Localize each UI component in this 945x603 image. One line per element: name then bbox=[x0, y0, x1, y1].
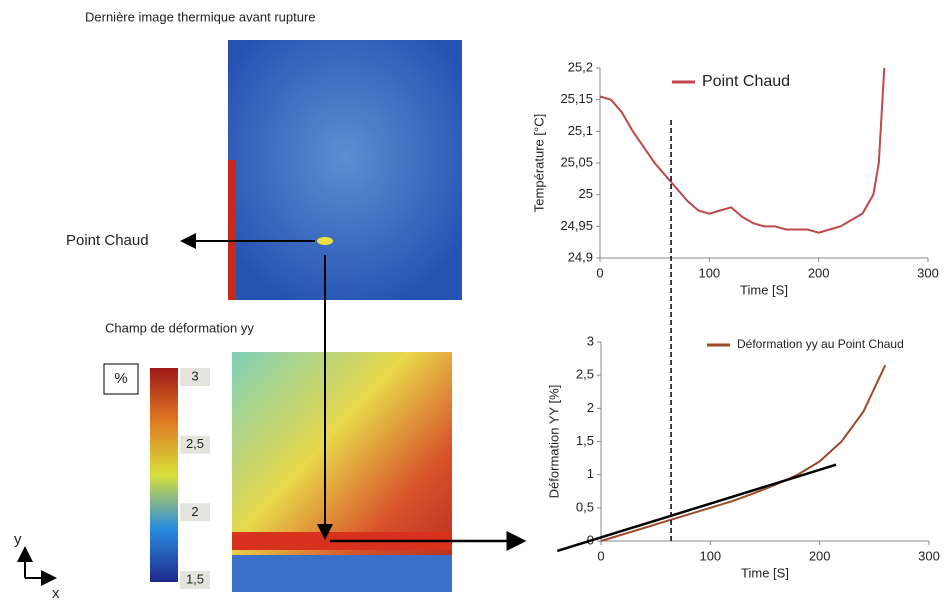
thermal-title: Dernière image thermique avant rupture bbox=[85, 9, 316, 24]
colorbar-tick-label: 1,5 bbox=[186, 571, 204, 586]
data-line bbox=[599, 67, 886, 234]
colorbar-tick-label: 2 bbox=[191, 504, 198, 519]
x-tick-label: 0 bbox=[596, 265, 603, 280]
x-tick-label: 0 bbox=[597, 548, 604, 563]
y-tick-label: 25,1 bbox=[568, 123, 593, 138]
axis-icon-label: y bbox=[14, 531, 22, 548]
strain-bottom bbox=[232, 555, 452, 592]
x-axis-title: Time [S] bbox=[741, 565, 789, 580]
hotspot-label: Point Chaud bbox=[66, 232, 149, 249]
hot-spot bbox=[317, 237, 333, 245]
y-tick-label: 1,5 bbox=[576, 433, 594, 448]
y-tick-label: 3 bbox=[587, 333, 594, 348]
strain-image bbox=[232, 352, 452, 592]
colorbar-tick-label: 3 bbox=[191, 368, 198, 383]
data-line bbox=[556, 463, 837, 553]
y-tick-label: 0,5 bbox=[576, 499, 594, 514]
colorbar-tick-box bbox=[180, 571, 210, 589]
y-tick-label: 1 bbox=[587, 466, 594, 481]
y-axis-title: Température [°C] bbox=[531, 114, 546, 212]
colorbar-tick-box bbox=[180, 368, 210, 386]
axis-icon-label: x bbox=[52, 585, 60, 602]
colorbar bbox=[150, 368, 178, 582]
strain-title: Champ de déformation yy bbox=[105, 320, 254, 335]
data-line bbox=[600, 364, 887, 542]
colorbar-tick-label: 2,5 bbox=[186, 436, 204, 451]
legend-label: Déformation yy au Point Chaud bbox=[737, 337, 904, 351]
x-axis-title: Time [S] bbox=[740, 282, 788, 297]
x-tick-label: 300 bbox=[918, 548, 940, 563]
x-tick-label: 100 bbox=[699, 548, 721, 563]
colorbar-unit: % bbox=[114, 370, 127, 387]
x-tick-label: 200 bbox=[808, 265, 830, 280]
x-tick-label: 100 bbox=[698, 265, 720, 280]
y-tick-label: 25,05 bbox=[560, 154, 593, 169]
y-tick-label: 25,15 bbox=[560, 91, 593, 106]
y-tick-label: 25,2 bbox=[568, 59, 593, 74]
y-tick-label: 2 bbox=[587, 400, 594, 415]
x-tick-label: 300 bbox=[917, 265, 939, 280]
thermal-image bbox=[228, 40, 462, 300]
thermal-edge bbox=[228, 160, 236, 300]
colorbar-tick-box bbox=[180, 435, 210, 454]
colorbar-tick-box bbox=[180, 503, 210, 522]
y-axis-title: Déformation YY [%] bbox=[546, 385, 561, 499]
legend-label: Point Chaud bbox=[702, 73, 790, 90]
x-tick-label: 200 bbox=[809, 548, 831, 563]
y-tick-label: 24,9 bbox=[568, 249, 593, 264]
y-tick-label: 24,95 bbox=[560, 218, 593, 233]
y-tick-label: 25 bbox=[579, 186, 593, 201]
y-tick-label: 2,5 bbox=[576, 367, 594, 382]
unit-box bbox=[103, 363, 139, 395]
